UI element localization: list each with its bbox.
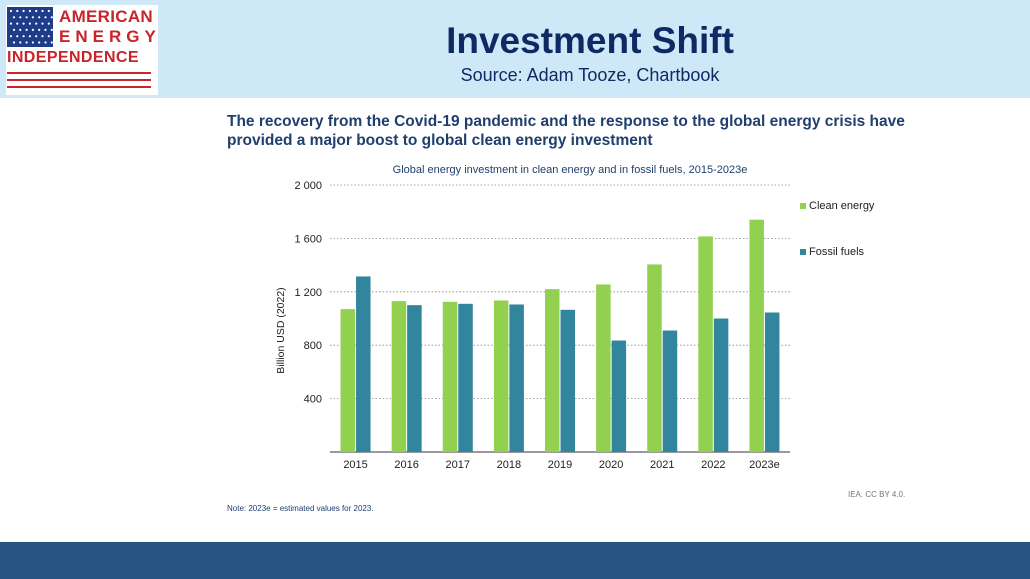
x-tick-label: 2021 <box>650 459 674 471</box>
us-flag-icon <box>7 7 53 47</box>
x-tick-label: 2015 <box>343 459 367 471</box>
bar-fossil-fuels <box>713 318 729 452</box>
footnote: Note: 2023e = estimated values for 2023. <box>227 504 374 513</box>
logo-stripe <box>7 79 151 81</box>
x-tick-label: 2018 <box>497 459 521 471</box>
bar-chart: 400 800 1 200 1 600 2 000 Billion USD (2022) 2… <box>275 180 875 471</box>
logo-text-american: AMERICAN <box>59 7 154 26</box>
bar-fossil-fuels <box>458 303 473 452</box>
y-axis-label: Billion USD (2022) <box>275 287 287 373</box>
logo-text-independence: INDEPENDENCE <box>7 49 139 66</box>
logo-stripe <box>7 86 151 88</box>
bar-clean-energy <box>340 309 356 452</box>
x-tick-label: 2016 <box>394 459 418 471</box>
bar-fossil-fuels <box>764 312 780 452</box>
american-energy-independence-logo: AMERICAN ENERGY INDEPENDENCE <box>6 5 158 95</box>
credit-text: IEA. CC BY 4.0. <box>848 490 906 499</box>
legend-label: Clean energy <box>809 200 875 212</box>
x-tick-label: 2023e <box>749 459 780 471</box>
chart-title: Global energy investment in clean energy… <box>392 164 748 176</box>
bar-fossil-fuels <box>611 340 627 452</box>
x-tick-label: 2017 <box>446 459 470 471</box>
bar-clean-energy <box>391 301 407 452</box>
y-tick-label: 2 000 <box>294 180 322 192</box>
legend-label: Fossil fuels <box>809 246 865 258</box>
footer-band <box>0 542 1030 579</box>
bar-clean-energy <box>596 284 611 452</box>
y-tick-label: 1 200 <box>294 287 322 299</box>
legend-swatch <box>800 249 806 255</box>
bar-clean-energy <box>698 236 713 452</box>
x-tick-label: 2022 <box>701 459 725 471</box>
slide-headline: The recovery from the Covid-19 pandemic … <box>227 113 905 149</box>
bar-clean-energy <box>442 301 458 452</box>
bar-fossil-fuels <box>509 304 524 452</box>
source-subtitle: Source: Adam Tooze, Chartbook <box>460 65 720 85</box>
bar-clean-energy <box>647 264 662 452</box>
bar-fossil-fuels <box>560 309 575 452</box>
bar-clean-energy <box>749 219 764 452</box>
bar-fossil-fuels <box>356 276 371 452</box>
logo-text-energy: ENERGY <box>59 27 161 46</box>
page-title: Investment Shift <box>446 20 734 61</box>
bar-fossil-fuels <box>407 305 422 452</box>
y-tick-label: 800 <box>304 340 322 352</box>
header-band: AMERICAN ENERGY INDEPENDENCE Investment … <box>0 0 1030 98</box>
y-tick-label: 1 600 <box>294 233 322 245</box>
y-tick-label: 400 <box>304 394 322 406</box>
legend-swatch <box>800 203 806 209</box>
x-tick-label: 2019 <box>548 459 572 471</box>
bar-clean-energy <box>493 300 509 452</box>
bar-fossil-fuels <box>662 330 678 452</box>
x-tick-label: 2020 <box>599 459 623 471</box>
logo-stripe <box>7 72 151 74</box>
bar-clean-energy <box>545 289 560 452</box>
